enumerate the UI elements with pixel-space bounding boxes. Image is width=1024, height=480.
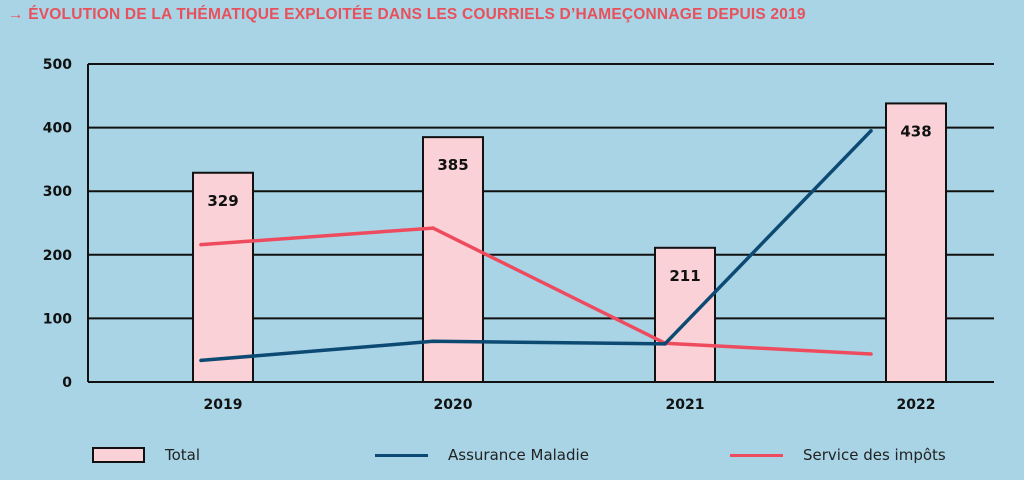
legend-swatch-impots bbox=[730, 453, 783, 457]
chart-plot: 0 100 200 300 400 500 329 385 211 438 2019 2020 2021… bbox=[43, 57, 994, 413]
point-assurance-maladie bbox=[869, 128, 873, 133]
y-tick-label: 200 bbox=[43, 248, 72, 264]
line-assurance-maladie bbox=[200, 129, 873, 363]
x-tick-label: 2022 bbox=[897, 397, 936, 413]
point-service-des-impots bbox=[869, 352, 873, 356]
point-assurance-maladie bbox=[199, 358, 203, 363]
legend-label-impots: Service des impôts bbox=[803, 446, 946, 464]
y-tick-label: 500 bbox=[43, 57, 72, 73]
bar-value-label: 329 bbox=[207, 192, 238, 210]
legend-label-assurance: Assurance Maladie bbox=[448, 446, 589, 464]
point-assurance-maladie bbox=[663, 342, 667, 346]
bar-value-label: 211 bbox=[669, 267, 700, 285]
legend-label-total: Total bbox=[165, 446, 201, 464]
chart-title: → ÉVOLUTION DE LA THÉMATIQUE EXPLOITÉE D… bbox=[8, 6, 806, 23]
legend-item-impots: Service des impôts bbox=[730, 440, 946, 470]
point-service-des-impots bbox=[199, 242, 203, 247]
x-tick-label: 2020 bbox=[434, 397, 473, 413]
x-tick-label: 2019 bbox=[204, 397, 243, 413]
x-tick-label: 2021 bbox=[666, 397, 705, 413]
bar-value-label: 438 bbox=[900, 122, 931, 140]
legend-swatch-assurance bbox=[375, 453, 428, 457]
y-tick-label: 0 bbox=[62, 375, 72, 391]
point-service-des-impots bbox=[431, 226, 435, 230]
line-service-des-impots bbox=[200, 226, 872, 356]
bar-total bbox=[654, 246, 716, 383]
bar-total bbox=[192, 171, 254, 383]
legend-swatch-total bbox=[92, 447, 145, 463]
y-tick-label: 400 bbox=[43, 121, 72, 137]
bar-value-label: 385 bbox=[437, 156, 468, 174]
legend-item-assurance: Assurance Maladie bbox=[375, 440, 589, 470]
point-assurance-maladie bbox=[431, 339, 435, 344]
legend-item-total: Total bbox=[92, 440, 200, 470]
y-tick-label: 100 bbox=[43, 311, 72, 327]
y-tick-label: 300 bbox=[43, 184, 72, 200]
bar-total bbox=[885, 102, 947, 383]
